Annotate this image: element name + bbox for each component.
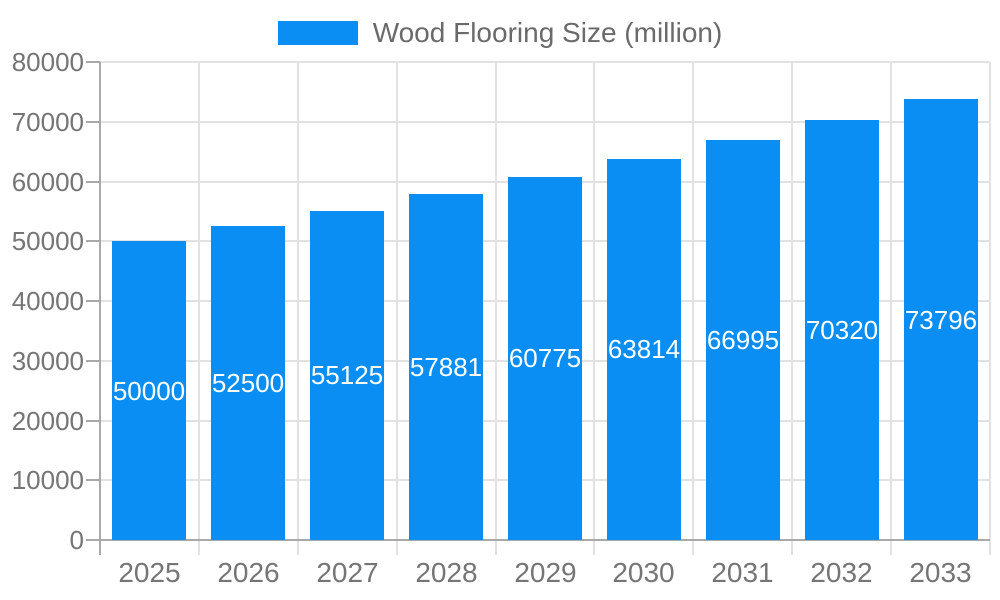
y-tick-label: 40000 — [11, 286, 84, 316]
x-tick-label: 2030 — [612, 557, 675, 588]
bar-value-label: 50000 — [112, 376, 186, 406]
x-tick-label: 2027 — [316, 557, 379, 588]
bar[interactable] — [310, 211, 384, 540]
y-tick-label: 0 — [69, 525, 84, 555]
bar-value-label: 70320 — [805, 315, 879, 345]
bar-value-label: 63814 — [607, 334, 681, 364]
x-tick-label: 2031 — [711, 557, 774, 588]
gridline-v — [989, 62, 991, 555]
gridline-v — [791, 62, 793, 555]
y-axis-tick — [86, 360, 100, 362]
bar[interactable] — [904, 99, 978, 540]
bar-value-label: 52500 — [211, 368, 285, 398]
y-tick-label: 30000 — [11, 346, 84, 376]
legend-label: Wood Flooring Size (million) — [372, 17, 723, 48]
x-tick-label: 2033 — [909, 557, 972, 588]
y-axis-tick — [86, 539, 100, 541]
bar[interactable] — [508, 177, 582, 540]
y-axis-tick — [86, 240, 100, 242]
bar[interactable] — [607, 159, 681, 540]
legend-swatch — [277, 21, 358, 45]
y-axis-tick — [86, 420, 100, 422]
x-tick-label: 2029 — [514, 557, 577, 588]
gridline-v — [593, 62, 595, 555]
legend[interactable]: Wood Flooring Size (million) — [0, 19, 1000, 47]
bar[interactable] — [112, 241, 186, 540]
gridline-v — [890, 62, 892, 555]
y-axis-tick — [86, 479, 100, 481]
x-tick-label: 2026 — [217, 557, 280, 588]
gridline-v — [198, 62, 200, 555]
x-axis-line — [99, 539, 990, 541]
bar[interactable] — [706, 140, 780, 540]
bar-value-label: 55125 — [310, 360, 384, 390]
x-tick-label: 2028 — [415, 557, 478, 588]
y-tick-label: 50000 — [11, 226, 84, 256]
x-tick-label: 2032 — [810, 557, 873, 588]
y-axis-tick — [86, 121, 100, 123]
y-tick-label: 60000 — [11, 167, 84, 197]
y-axis-tick — [86, 61, 100, 63]
y-axis-tick — [86, 181, 100, 183]
bar[interactable] — [211, 226, 285, 540]
gridline-v — [495, 62, 497, 555]
y-tick-label: 80000 — [11, 47, 84, 77]
x-tick-label: 2025 — [118, 557, 181, 588]
gridline-h — [100, 121, 990, 123]
bar[interactable] — [805, 120, 879, 540]
bar[interactable] — [409, 194, 483, 540]
bar-value-label: 73796 — [904, 305, 978, 335]
y-axis-line — [99, 62, 101, 555]
bar-value-label: 60775 — [508, 343, 582, 373]
gridline-v — [396, 62, 398, 555]
bar-value-label: 57881 — [409, 352, 483, 382]
y-axis-tick — [86, 300, 100, 302]
y-tick-label: 20000 — [11, 406, 84, 436]
gridline-h — [100, 61, 990, 63]
gridline-v — [297, 62, 299, 555]
gridline-v — [692, 62, 694, 555]
bar-value-label: 66995 — [706, 325, 780, 355]
y-tick-label: 70000 — [11, 107, 84, 137]
y-tick-label: 10000 — [11, 465, 84, 495]
